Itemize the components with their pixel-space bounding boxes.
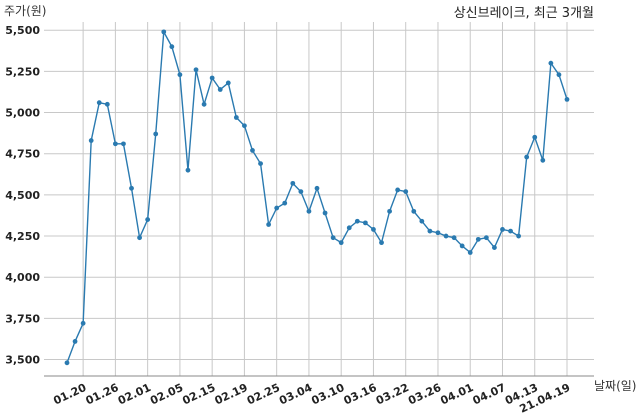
data-point <box>233 115 239 120</box>
x-axis-label: 날짜(일) <box>594 379 636 393</box>
y-tick-label: 5,000 <box>5 107 40 120</box>
data-point <box>242 123 247 129</box>
data-point <box>556 72 562 78</box>
data-point <box>475 236 481 242</box>
data-point <box>322 210 328 216</box>
data-point <box>314 185 320 191</box>
x-tick-label: 04.07 <box>471 381 508 407</box>
data-point <box>346 225 352 231</box>
y-tick-label: 4,000 <box>5 271 40 284</box>
data-point <box>104 101 110 107</box>
data-point <box>161 29 167 35</box>
data-point <box>411 208 417 214</box>
data-point <box>403 189 409 194</box>
data-point <box>564 96 570 102</box>
x-tick-label: 03.10 <box>309 381 346 408</box>
y-tick-label: 3,500 <box>5 354 40 367</box>
data-point <box>516 233 522 239</box>
data-point <box>137 235 142 241</box>
data-point <box>72 339 78 344</box>
price-points <box>64 29 570 366</box>
data-point <box>298 189 304 194</box>
data-point <box>88 138 94 143</box>
x-tick-label: 04.01 <box>438 381 475 407</box>
data-point <box>169 44 175 50</box>
x-tick-label: 02.25 <box>245 381 282 407</box>
data-point <box>112 141 118 147</box>
x-tick-label: 02.05 <box>148 381 185 407</box>
data-point <box>395 187 401 193</box>
data-point <box>524 154 530 160</box>
data-point <box>145 217 151 222</box>
data-point <box>435 230 441 236</box>
y-tick-label: 5,250 <box>5 65 40 78</box>
x-tick-label: 03.16 <box>342 381 379 408</box>
grid-layer <box>44 22 594 377</box>
data-point <box>266 222 272 227</box>
data-point <box>508 228 513 234</box>
x-tick-label: 03.04 <box>277 381 314 408</box>
data-point <box>274 205 280 211</box>
data-point <box>371 227 376 232</box>
data-point <box>427 228 433 234</box>
x-tick-label: 01.20 <box>51 381 88 408</box>
data-point <box>96 100 102 106</box>
data-point <box>64 360 70 366</box>
data-point <box>177 72 183 78</box>
data-point <box>258 161 263 167</box>
data-point <box>500 227 505 232</box>
data-point <box>459 243 465 249</box>
data-point <box>379 240 384 246</box>
data-point <box>338 240 344 246</box>
data-point <box>387 208 392 214</box>
x-tick-label: 01.26 <box>84 381 121 408</box>
data-point <box>153 131 159 137</box>
y-tick-label: 4,500 <box>5 189 40 202</box>
x-tick-labels: 01.2001.2602.0102.0502.1502.1902.2503.04… <box>51 381 572 416</box>
y-tick-label: 5,500 <box>5 24 40 37</box>
data-point <box>540 157 546 163</box>
data-point <box>129 185 134 191</box>
x-tick-label: 03.26 <box>406 381 443 408</box>
x-tick-label: 02.01 <box>116 381 153 407</box>
data-point <box>225 80 231 86</box>
data-point <box>290 180 296 186</box>
data-point <box>193 67 199 73</box>
data-point <box>532 134 538 140</box>
y-tick-labels: 3,500 3,750 4,000 4,250 4,500 4,750 5,000 5,250… <box>5 24 40 366</box>
data-point <box>548 60 554 66</box>
data-point <box>121 141 126 147</box>
x-tick-label: 02.15 <box>180 381 217 407</box>
y-tick-label: 3,750 <box>5 312 40 325</box>
data-point <box>451 235 457 241</box>
data-point <box>306 208 312 214</box>
x-tick-label: 03.22 <box>374 381 411 407</box>
price-line <box>66 29 568 364</box>
data-point <box>483 235 489 241</box>
data-point <box>80 320 86 326</box>
chart-title: 상신브레이크, 최근 3개월 <box>454 6 594 21</box>
x-tick-label: 02.19 <box>213 381 250 407</box>
data-point <box>250 148 255 153</box>
data-point <box>330 235 336 241</box>
data-point <box>185 167 191 173</box>
data-point <box>282 200 288 206</box>
data-point <box>492 245 497 250</box>
y-tick-label: 4,750 <box>5 148 40 161</box>
y-axis-label: 주가(원) <box>4 4 46 18</box>
data-point <box>467 250 473 255</box>
data-point <box>362 220 368 226</box>
data-point <box>217 87 223 92</box>
y-tick-label: 4,250 <box>5 230 40 243</box>
data-point <box>354 218 360 224</box>
data-point <box>209 75 215 81</box>
data-point <box>201 101 207 107</box>
data-point <box>443 233 449 239</box>
data-point <box>419 218 425 224</box>
